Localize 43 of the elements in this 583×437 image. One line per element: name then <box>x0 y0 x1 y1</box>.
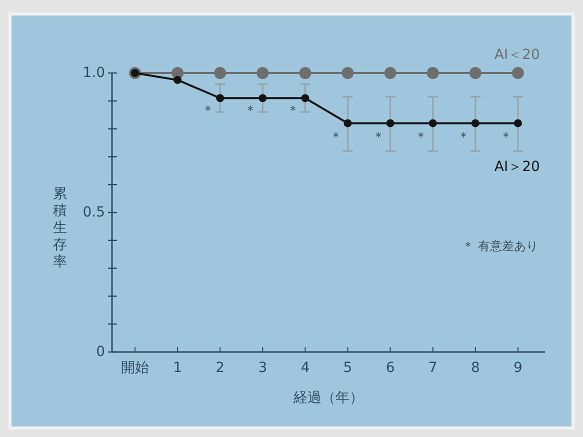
x-tick-label: 3 <box>258 360 268 376</box>
annotation: ＊ <box>414 130 428 145</box>
x-tick-label: 7 <box>428 360 438 376</box>
x-tick-label: 8 <box>470 360 480 376</box>
x-tick-label: 4 <box>300 360 310 376</box>
point <box>299 67 312 79</box>
point <box>469 67 482 79</box>
annotation: ＊ <box>456 130 470 145</box>
point <box>514 119 522 128</box>
x-axis-title: 経過（年） <box>292 390 364 406</box>
annotation: ＊ <box>286 103 300 118</box>
annotation: ＊ 有意差あり <box>462 239 538 253</box>
annotation: ＊ <box>329 130 342 145</box>
annotation: ＊ <box>244 103 258 118</box>
point <box>342 67 354 79</box>
x-tick-label: 開始 <box>121 360 149 376</box>
annotation: ＊ <box>202 103 215 118</box>
point <box>471 119 480 128</box>
point <box>258 94 267 102</box>
y-tick-label: 0.5 <box>82 204 105 220</box>
point <box>426 67 439 79</box>
x-tick-label: 2 <box>216 360 225 376</box>
y-tick-label: 1.0 <box>82 65 105 81</box>
point <box>216 94 224 102</box>
y-axis-title: 累積生存率 <box>53 186 67 270</box>
x-tick-label: 9 <box>513 360 522 376</box>
text: AI＞20 <box>494 159 540 176</box>
point <box>386 119 394 128</box>
x-tick-label: 1 <box>173 360 182 376</box>
point <box>428 119 437 128</box>
point <box>384 67 396 79</box>
x-tick-label: 5 <box>343 360 352 376</box>
point <box>256 67 269 79</box>
point <box>174 76 182 84</box>
point <box>301 94 310 102</box>
point <box>214 67 226 79</box>
y-tick-label: 0 <box>96 344 105 360</box>
point <box>512 67 524 79</box>
point <box>344 119 352 128</box>
x-tick-label: 6 <box>386 360 395 376</box>
annotation: ＊ <box>372 130 385 145</box>
series-label: AI＜20 <box>494 47 540 63</box>
annotation: ＊ <box>499 130 512 145</box>
